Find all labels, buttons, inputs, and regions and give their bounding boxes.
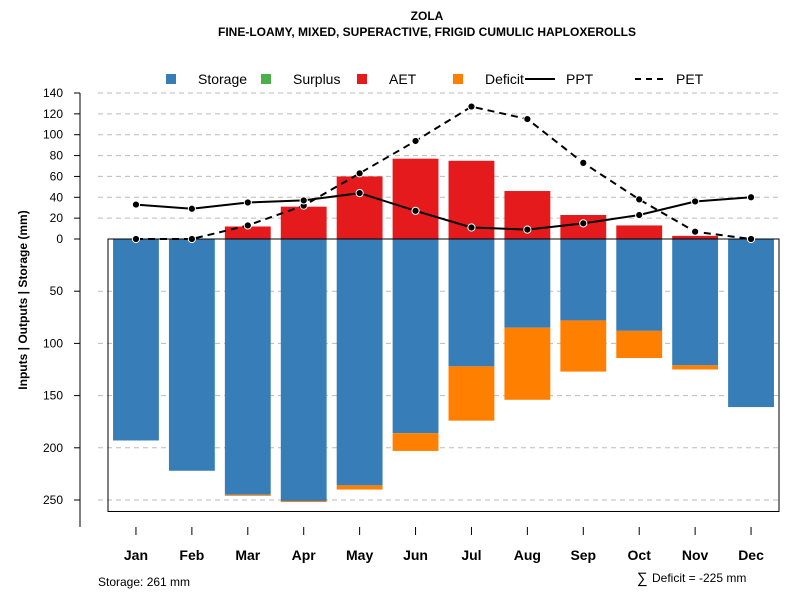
y-tick-label: 100 <box>43 336 63 350</box>
ppt-point-apr <box>299 196 308 205</box>
bar-storage-jun <box>392 239 439 434</box>
pet-point-jan <box>131 234 141 244</box>
bar-deficit-oct <box>616 330 663 359</box>
legend-label-storage: Storage <box>198 71 247 87</box>
bar-deficit-nov <box>672 365 719 370</box>
ppt-point-jun <box>411 206 420 215</box>
bar-deficit-aug <box>504 327 551 400</box>
legend-label-deficit: Deficit <box>485 71 524 87</box>
bar-storage-sep <box>560 239 607 321</box>
bar-deficit-jul <box>448 366 495 421</box>
y-tick-label: 200 <box>43 441 63 455</box>
y-tick-label: 120 <box>43 107 63 121</box>
ppt-point-dec <box>746 193 756 202</box>
bar-storage-mar <box>224 239 271 495</box>
x-tick-label-nov: Nov <box>682 547 709 563</box>
pet-point-sep <box>579 158 588 167</box>
bar-storage-apr <box>280 239 327 502</box>
y-tick-label: 140 <box>43 86 63 100</box>
bar-aet-nov <box>672 235 719 239</box>
legend-label-ppt: PPT <box>566 71 594 87</box>
x-tick-label-sep: Sep <box>570 547 596 563</box>
y-tick-label: 100 <box>43 128 63 142</box>
bar-storage-jul <box>448 239 495 367</box>
x-tick-label-feb: Feb <box>179 547 204 563</box>
bar-storage-jan <box>113 239 159 441</box>
y-tick-label: 60 <box>50 169 64 183</box>
legend-swatch-storage <box>166 74 176 84</box>
legend: Storage Surplus AET Deficit PPT PET <box>166 71 704 87</box>
bar-aet-apr <box>280 206 327 239</box>
sigma-symbol: ∑ <box>637 570 648 587</box>
bar-storage-nov <box>672 239 719 366</box>
bar-deficit-mar <box>224 494 271 496</box>
bar-aet-may <box>336 176 383 239</box>
x-tick-label-may: May <box>346 547 373 563</box>
pet-point-feb <box>187 234 196 244</box>
legend-swatch-surplus <box>261 74 271 84</box>
lines <box>131 102 756 244</box>
y-tick-label: 50 <box>50 284 64 298</box>
ppt-point-feb <box>187 204 196 213</box>
bar-aet-oct <box>616 225 663 239</box>
ppt-point-oct <box>635 210 644 220</box>
bar-aet-jun <box>392 158 439 239</box>
x-tick-label-jun: Jun <box>403 547 428 563</box>
legend-label-surplus: Surplus <box>293 71 340 87</box>
storage-note: Storage: 261 mm <box>98 575 190 589</box>
pet-point-jul <box>467 102 476 111</box>
bar-deficit-sep <box>560 320 607 372</box>
deficit-note: Deficit = -225 mm <box>652 571 746 585</box>
bar-aet-mar <box>224 226 271 239</box>
pet-point-jun <box>411 136 420 146</box>
y-tick-label: 150 <box>43 389 63 403</box>
chart-subtitle: FINE-LOAMY, MIXED, SUPERACTIVE, FRIGID C… <box>218 25 636 39</box>
ppt-point-mar <box>243 198 252 207</box>
pet-point-may <box>355 169 364 178</box>
x-tick-label-mar: Mar <box>235 547 260 563</box>
bar-deficit-apr <box>280 501 327 503</box>
pet-point-mar <box>243 221 252 230</box>
x-tick-label-oct: Oct <box>628 547 652 563</box>
bar-storage-aug <box>504 239 551 328</box>
pet-point-nov <box>691 227 700 236</box>
pet-point-oct <box>635 195 644 204</box>
bar-storage-dec <box>728 239 774 408</box>
y-tick-label: 250 <box>43 493 63 507</box>
ppt-point-aug <box>523 225 532 234</box>
ppt-line <box>135 192 752 231</box>
bar-deficit-may <box>336 485 383 490</box>
bar-deficit-jun <box>392 433 439 451</box>
y-tick-label: 20 <box>50 211 64 225</box>
legend-swatch-aet <box>357 74 367 84</box>
bar-storage-may <box>336 239 383 486</box>
x-tick-label-jul: Jul <box>461 547 481 563</box>
bar-storage-oct <box>616 239 663 331</box>
x-tick-label-jan: Jan <box>124 547 148 563</box>
plot-frame <box>107 238 780 512</box>
pet-point-dec <box>746 234 756 244</box>
ppt-point-nov <box>691 197 700 206</box>
y-tick-label: 0 <box>56 232 63 246</box>
y-tick-label: 80 <box>50 149 64 163</box>
y-tick-label: 40 <box>50 190 64 204</box>
x-tick-label-apr: Apr <box>292 547 317 563</box>
ppt-point-may <box>355 189 364 198</box>
y-axis-label: Inputs | Outputs | Storage (mm) <box>16 210 30 389</box>
axes: 0 20 40 60 80 100 120 140 50 100 150 200 250 Jan Feb Ma… <box>43 86 764 563</box>
ppt-point-jul <box>467 223 476 232</box>
x-tick-label-dec: Dec <box>738 547 764 563</box>
chart-title: ZOLA <box>411 9 444 23</box>
bar-storage-feb <box>168 239 215 471</box>
legend-label-pet: PET <box>676 71 704 87</box>
pet-point-aug <box>523 114 532 124</box>
ppt-point-sep <box>579 219 588 228</box>
ppt-point-jan <box>131 200 141 209</box>
legend-label-aet: AET <box>389 71 417 87</box>
legend-swatch-deficit <box>453 74 463 84</box>
x-tick-label-aug: Aug <box>514 547 541 563</box>
bars <box>113 158 774 503</box>
